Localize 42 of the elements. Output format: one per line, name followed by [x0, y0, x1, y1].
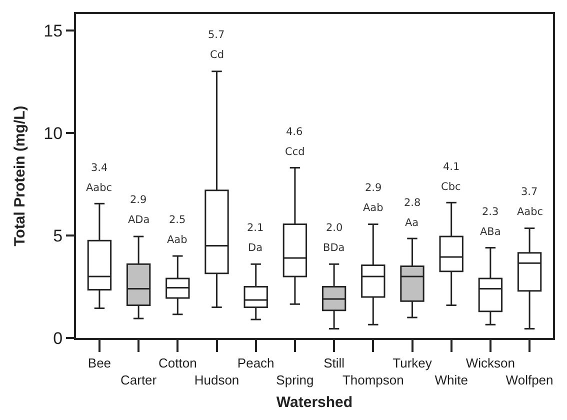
- x-tick-label: Bee: [88, 356, 112, 371]
- x-tick-label: Wickson: [466, 356, 516, 371]
- annotation: 4.1: [443, 161, 460, 173]
- annotation: 2.5: [169, 214, 186, 226]
- y-tick-label: 0: [53, 328, 63, 348]
- annotation: 2.0: [326, 222, 343, 234]
- annotation: Aabc: [86, 182, 112, 194]
- annotation: 2.8: [404, 197, 421, 209]
- x-tick-label: Peach: [237, 356, 274, 371]
- annotation: ADa: [128, 214, 150, 226]
- x-tick-label: Hudson: [194, 372, 240, 388]
- y-tick-label: 5: [53, 226, 63, 246]
- annotation: 2.3: [482, 206, 499, 218]
- x-tick-label: White: [434, 372, 468, 388]
- annotation: 3.7: [521, 186, 538, 198]
- x-tick-label: Cotton: [158, 356, 197, 371]
- annotation: 2.1: [247, 222, 264, 234]
- annotation: BDa: [323, 242, 345, 254]
- annotation: 2.9: [365, 182, 382, 194]
- annotation: Cd: [210, 49, 224, 61]
- annotation: 2.9: [130, 194, 147, 206]
- annotation: 4.6: [286, 126, 304, 138]
- y-tick-label: 10: [44, 124, 63, 143]
- annotation: 5.7: [208, 29, 225, 41]
- annotation: Aab: [363, 202, 384, 214]
- x-tick-label: Carter: [120, 372, 158, 388]
- x-tick-label: Wolfpen: [506, 372, 554, 388]
- x-axis-title: Watershed: [276, 394, 353, 411]
- x-tick-label: Turkey: [392, 356, 432, 371]
- annotation: Aabc: [517, 206, 544, 218]
- x-tick-label: Thompson: [342, 372, 404, 388]
- x-tick-label: Spring: [276, 372, 314, 388]
- annotation: 3.4: [91, 162, 108, 174]
- annotation: Aa: [405, 217, 419, 229]
- x-tick-label: Still: [324, 356, 345, 371]
- y-tick-label: 15: [44, 21, 63, 40]
- annotation: Cbc: [441, 181, 461, 193]
- annotation: ABa: [480, 226, 501, 238]
- annotation: Da: [248, 242, 263, 254]
- annotation: Ccd: [285, 146, 305, 158]
- annotation: Aab: [167, 234, 188, 246]
- y-axis-title: Total Protein (mg/L): [11, 106, 28, 246]
